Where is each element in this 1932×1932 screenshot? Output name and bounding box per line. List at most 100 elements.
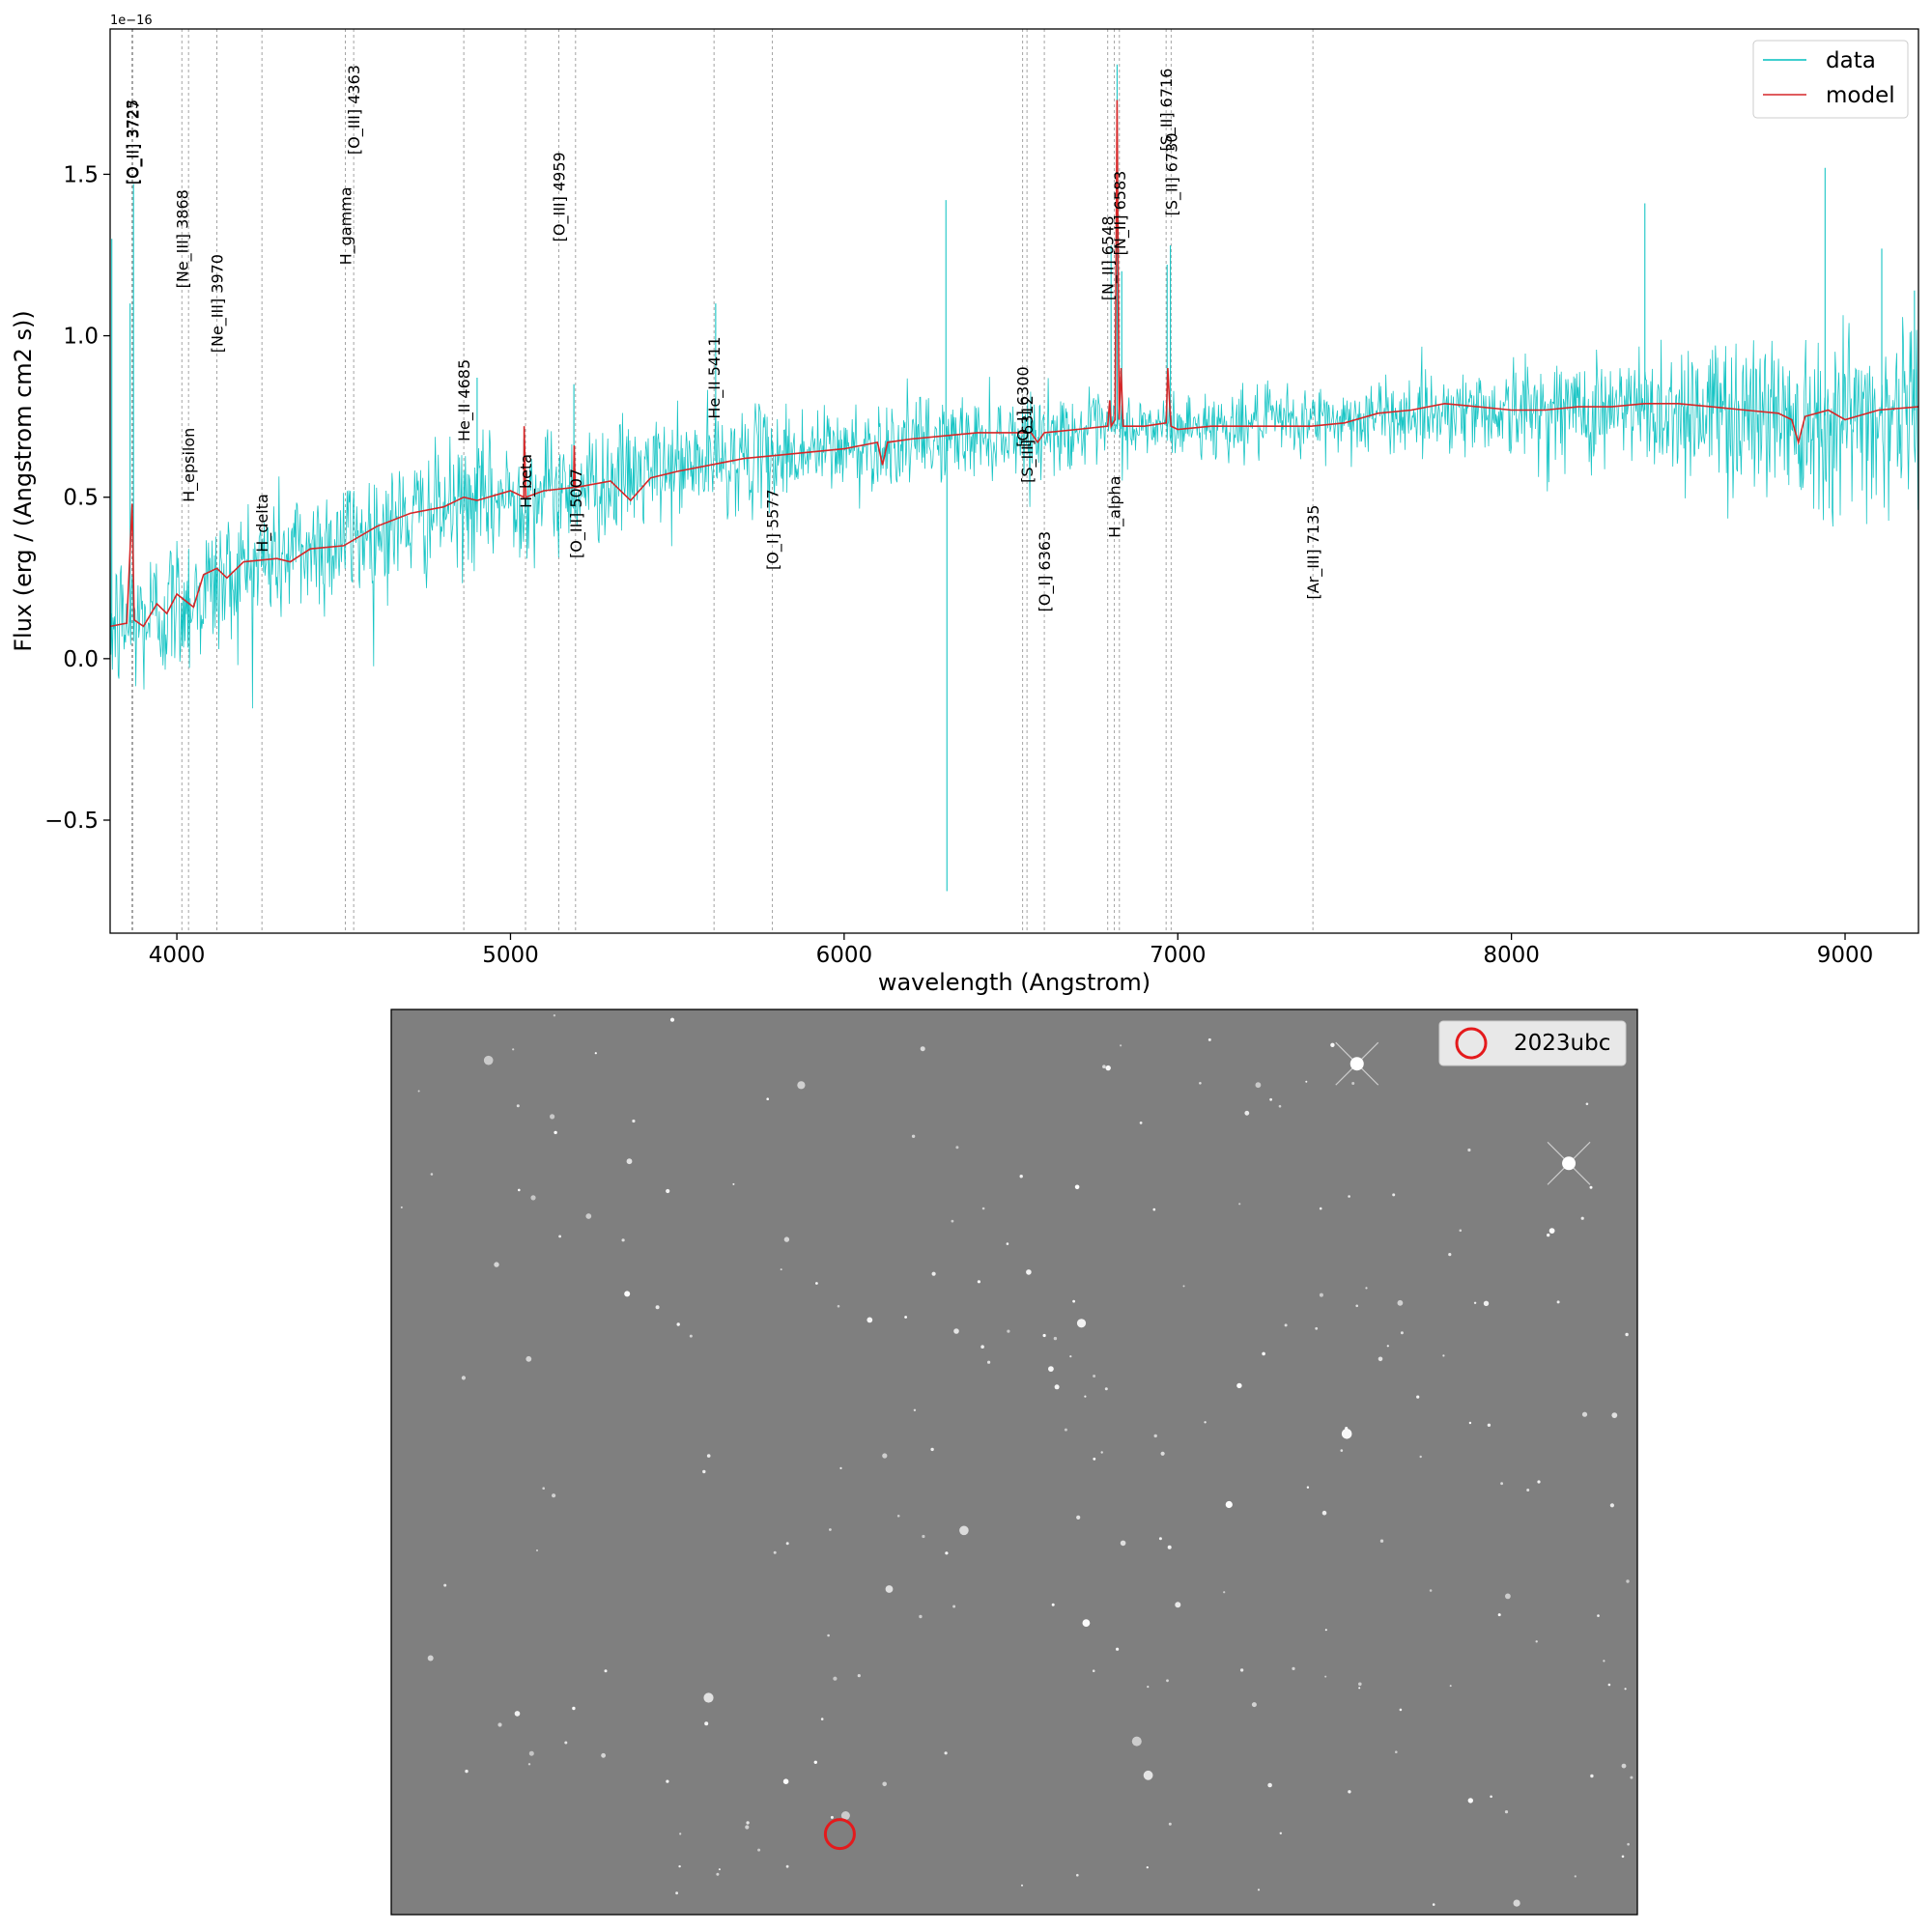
star	[1306, 1486, 1310, 1489]
star	[813, 1760, 817, 1765]
star	[1166, 1679, 1169, 1683]
star	[1419, 1455, 1422, 1459]
line-marker-label: [N_II] 6583	[1111, 171, 1130, 256]
star	[1624, 1688, 1627, 1690]
star	[757, 1848, 761, 1852]
star	[427, 1655, 434, 1662]
star	[675, 1891, 678, 1895]
star	[1153, 1434, 1157, 1438]
star	[516, 1104, 520, 1108]
star	[1239, 1668, 1244, 1672]
star	[518, 1188, 521, 1192]
line-marker-label: [O_II] 3725	[123, 99, 142, 185]
star	[1442, 1354, 1445, 1357]
star	[1585, 1102, 1589, 1106]
star	[830, 1815, 834, 1819]
star	[1603, 1660, 1605, 1662]
star	[1139, 1122, 1143, 1124]
star	[951, 1219, 954, 1223]
star	[987, 1360, 991, 1364]
star	[1019, 1175, 1023, 1179]
star	[1120, 1540, 1126, 1547]
star	[1483, 1300, 1490, 1307]
star	[1147, 1686, 1150, 1689]
star	[1399, 1708, 1403, 1712]
star	[882, 1781, 887, 1787]
star	[1459, 1229, 1463, 1233]
star	[1279, 1832, 1283, 1835]
star	[840, 1811, 850, 1820]
star	[820, 1718, 824, 1720]
star	[512, 1048, 515, 1051]
sky-image-background	[391, 1009, 1637, 1915]
star-spike	[1335, 1041, 1379, 1086]
star	[550, 1114, 555, 1120]
star	[1526, 1489, 1530, 1492]
star	[867, 1317, 873, 1323]
line-marker-label: He_II 5411	[705, 336, 724, 418]
star	[1621, 1855, 1625, 1859]
star	[1158, 1537, 1162, 1541]
star	[1082, 1619, 1091, 1627]
star	[497, 1722, 502, 1727]
star	[782, 1778, 789, 1784]
transient-marker-circle	[823, 1818, 856, 1851]
star	[959, 1525, 969, 1536]
star	[666, 1188, 670, 1194]
star	[1621, 1763, 1627, 1769]
star	[669, 1017, 675, 1022]
star	[632, 1119, 636, 1123]
y-tick-label: 1.5	[63, 162, 99, 187]
star	[1319, 1293, 1323, 1297]
line-marker-label: [O_III] 4959	[551, 152, 570, 242]
star	[704, 1721, 709, 1726]
legend-data-label: data	[1826, 48, 1876, 73]
star	[1355, 1304, 1358, 1308]
star	[766, 1097, 769, 1100]
star	[930, 1447, 934, 1452]
y-tick-label: 0.5	[63, 486, 99, 511]
star	[953, 1328, 959, 1334]
line-marker-group	[131, 29, 1314, 933]
star	[1432, 1903, 1435, 1906]
line-marker-label: [O_III] 4363	[345, 65, 364, 155]
star	[1324, 1675, 1327, 1678]
star	[945, 1551, 949, 1555]
star	[1076, 1515, 1081, 1520]
star	[1105, 1065, 1111, 1071]
star	[1238, 1203, 1241, 1206]
spectrum-chart: [O_II] 3725[O_II] 3727 [Ne_III] 3868 H_eps…	[10, 14, 1919, 996]
star	[1225, 1500, 1233, 1509]
star	[1400, 1331, 1404, 1335]
star	[1340, 1449, 1344, 1452]
star	[1378, 1356, 1383, 1362]
star	[1365, 1287, 1368, 1290]
star	[857, 1674, 861, 1678]
star	[1026, 1269, 1032, 1275]
star	[1580, 1216, 1584, 1220]
star	[1590, 1774, 1594, 1778]
star	[1597, 1614, 1600, 1617]
star	[604, 1669, 608, 1673]
star	[1167, 1545, 1172, 1549]
star	[1208, 1037, 1211, 1041]
star	[1351, 1082, 1355, 1085]
line-marker-label: [S_II] 6730	[1162, 132, 1181, 215]
x-axis-label: wavelength (Angstrom)	[878, 969, 1151, 996]
star	[1626, 1579, 1630, 1583]
star	[833, 1676, 838, 1681]
star	[1535, 1640, 1538, 1643]
star-spike	[1335, 1041, 1379, 1086]
star	[1379, 1539, 1384, 1543]
star	[785, 1542, 789, 1546]
x-axis: 4000 5000 6000 7000 8000 9000	[149, 933, 1873, 968]
star	[526, 1355, 532, 1362]
star	[1048, 1366, 1054, 1372]
star-spike	[1547, 1141, 1591, 1185]
image-legend: 2023ubc	[1438, 1020, 1627, 1066]
model-series-group	[110, 99, 1918, 628]
star	[1490, 1795, 1492, 1799]
star	[1146, 1866, 1149, 1869]
star	[773, 1550, 777, 1554]
star	[1487, 1423, 1492, 1428]
